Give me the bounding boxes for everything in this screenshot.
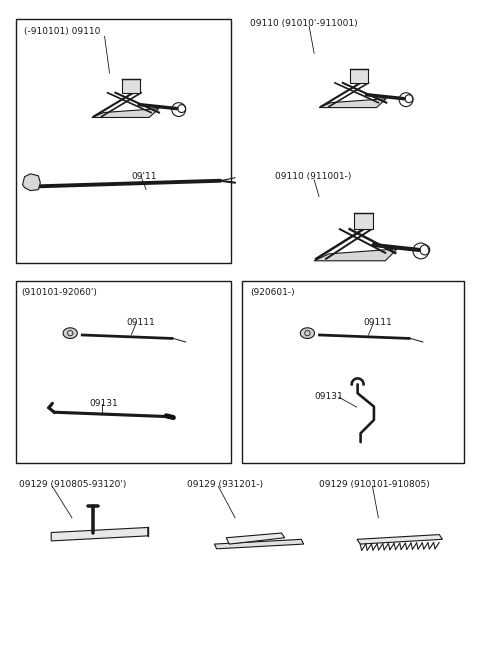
- Polygon shape: [314, 249, 397, 261]
- Bar: [16, 281, 231, 463]
- Bar: [16, 18, 231, 263]
- Text: 09131: 09131: [314, 392, 343, 401]
- Text: 09129 (910805-93120'): 09129 (910805-93120'): [19, 480, 126, 489]
- Polygon shape: [319, 99, 386, 108]
- Polygon shape: [214, 539, 304, 549]
- Text: (-910101) 09110: (-910101) 09110: [24, 26, 100, 35]
- Bar: [350, 69, 368, 83]
- Text: 09131: 09131: [90, 399, 119, 408]
- Text: 09111: 09111: [126, 318, 155, 327]
- Text: 09129 (910101-910805): 09129 (910101-910805): [319, 480, 430, 489]
- Polygon shape: [92, 108, 159, 118]
- Polygon shape: [357, 535, 443, 544]
- Bar: [122, 79, 140, 93]
- Text: 09110 (911001-): 09110 (911001-): [275, 172, 351, 181]
- Text: 09'11: 09'11: [131, 172, 157, 181]
- Text: 09129 (931201-): 09129 (931201-): [187, 480, 263, 489]
- Polygon shape: [300, 328, 314, 338]
- Polygon shape: [63, 328, 77, 338]
- Text: (910101-92060'): (910101-92060'): [22, 288, 97, 298]
- Polygon shape: [51, 528, 148, 541]
- Polygon shape: [226, 533, 285, 544]
- Bar: [242, 281, 464, 463]
- Text: (920601-): (920601-): [250, 288, 295, 298]
- Polygon shape: [23, 174, 40, 191]
- Bar: [354, 214, 373, 229]
- Text: 09111: 09111: [363, 318, 392, 327]
- Text: 09110 (91010'-911001): 09110 (91010'-911001): [250, 18, 358, 28]
